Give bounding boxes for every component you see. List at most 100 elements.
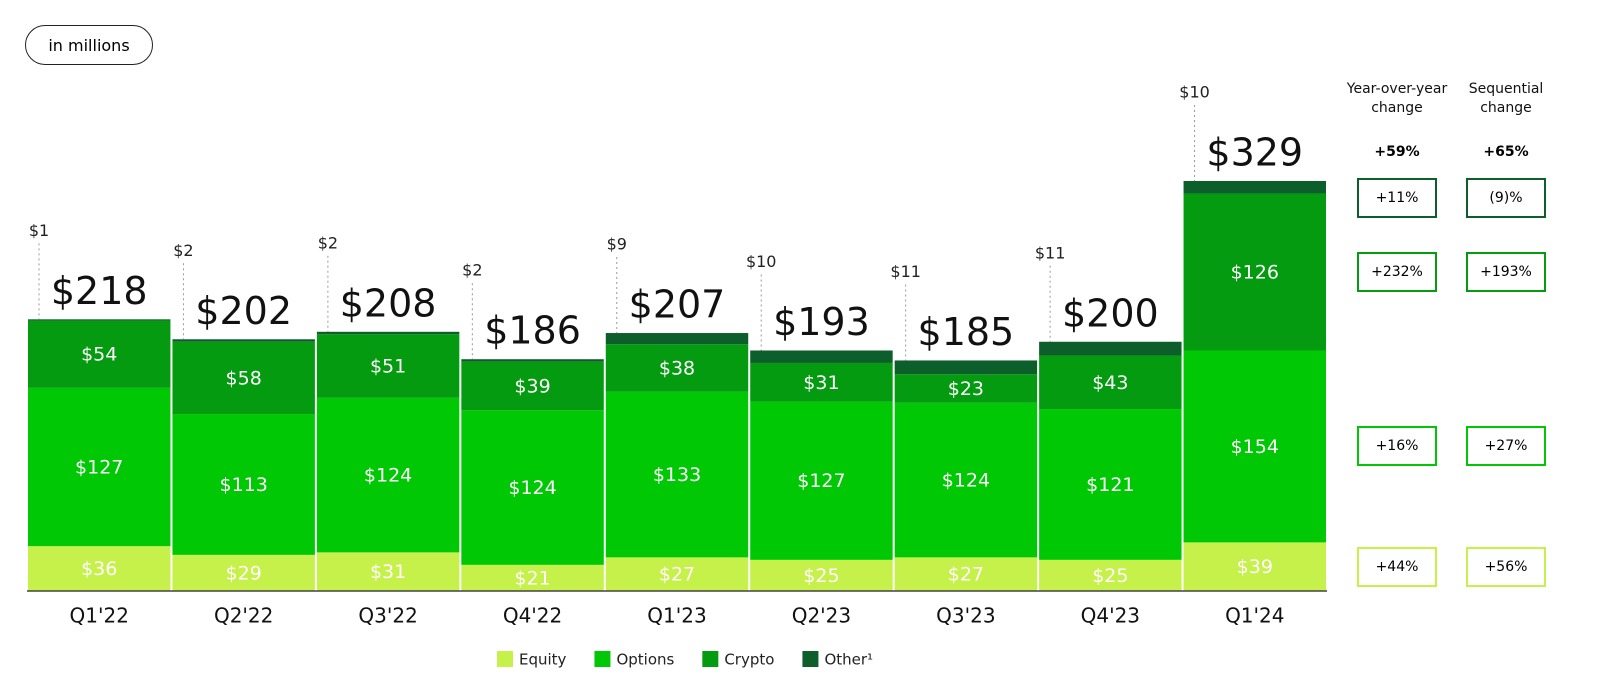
value-label: $23 (948, 378, 984, 400)
total-label: $193 (773, 300, 870, 344)
bar-segment (1183, 181, 1326, 194)
x-tick-label: Q1'24 (1225, 604, 1284, 628)
total-label: $202 (195, 289, 292, 333)
value-label: $121 (1086, 474, 1134, 496)
legend-label: Equity (519, 651, 567, 669)
change-box: +232% (1357, 251, 1437, 292)
bar-segment (1039, 409, 1182, 560)
value-label: $124 (508, 477, 556, 499)
change-header: Sequential change (1468, 81, 1544, 116)
x-tick-label: Q4'22 (503, 604, 562, 628)
value-label: $27 (948, 564, 984, 586)
legend-swatch (497, 651, 513, 667)
value-label: $39 (1237, 556, 1273, 578)
total-label: $207 (629, 283, 726, 327)
value-label: $25 (1092, 565, 1128, 587)
value-label: $127 (75, 457, 123, 479)
legend-label: Other¹ (824, 651, 873, 669)
bar-segment (172, 339, 315, 342)
bar-segment (1039, 341, 1182, 356)
total-label: $329 (1206, 131, 1303, 175)
change-box: +11% (1357, 178, 1437, 218)
bar-segment (894, 374, 1038, 403)
value-label: $54 (81, 344, 117, 366)
legend-label: Crypto (724, 651, 774, 669)
bar-segment (316, 397, 460, 553)
total-change: +59% (1374, 144, 1420, 160)
bar-segment (750, 401, 893, 560)
change-box: +56% (1466, 546, 1546, 587)
bar-segment (605, 333, 749, 345)
total-label: $218 (51, 269, 148, 313)
bar-segment (1183, 542, 1326, 591)
bar-segment (28, 387, 171, 547)
bar-segment (894, 402, 1038, 558)
value-label: $124 (364, 465, 412, 487)
x-tick-label: Q4'23 (1081, 604, 1140, 628)
change-box: +16% (1357, 426, 1437, 467)
change-box: (9)% (1466, 178, 1546, 218)
bar-segment (28, 319, 171, 321)
bar-segment (172, 554, 315, 591)
total-change: +65% (1483, 144, 1529, 160)
legend-swatch (802, 651, 819, 667)
value-label: $31 (803, 372, 839, 394)
value-label: $29 (226, 562, 262, 584)
bar-segment (605, 391, 749, 558)
x-tick-label: Q2'22 (214, 604, 273, 628)
bar-segment (605, 344, 749, 392)
bar-segment (1183, 193, 1326, 351)
bar-segment (461, 410, 604, 565)
value-label: $126 (1231, 261, 1279, 283)
total-label: $186 (484, 309, 581, 353)
bar-segment (605, 557, 749, 591)
value-label: $10 (1179, 83, 1210, 102)
bar-segment (1039, 355, 1182, 410)
value-label: $133 (653, 464, 701, 486)
value-label: $43 (1092, 372, 1128, 394)
total-label: $200 (1062, 291, 1159, 335)
x-tick-label: Q3'22 (358, 604, 417, 628)
legend-swatch (702, 651, 719, 667)
bar-segment (461, 361, 604, 411)
bar-segment (1039, 559, 1182, 591)
legend-label: Options (616, 651, 674, 669)
x-tick-label: Q2'23 (792, 604, 851, 628)
value-label: $2 (462, 261, 482, 280)
bar-segment (461, 359, 604, 362)
bar-segment (461, 564, 604, 591)
value-label: $38 (659, 357, 695, 379)
change-box: +27% (1466, 426, 1546, 467)
unit-note: in millions (25, 25, 153, 65)
bar-segment (28, 546, 171, 591)
value-label: $1 (29, 221, 49, 240)
value-label: $25 (803, 565, 839, 587)
value-label: $2 (173, 241, 193, 260)
value-label: $113 (219, 474, 267, 496)
value-label: $27 (659, 564, 695, 586)
bar-segment (894, 360, 1038, 375)
bar-segment (1183, 350, 1326, 543)
bar-segment (894, 557, 1038, 591)
legend-swatch (594, 651, 611, 667)
bar-segment (172, 341, 315, 415)
value-label: $124 (942, 470, 990, 492)
x-tick-label: Q3'23 (936, 604, 995, 628)
bar-segment (172, 414, 315, 555)
value-label: $21 (514, 567, 550, 589)
change-box: +44% (1357, 546, 1437, 587)
bar-segment (316, 331, 460, 335)
value-label: $11 (890, 262, 921, 281)
value-label: $2 (318, 233, 338, 252)
bar-segment (750, 559, 893, 591)
value-label: $51 (370, 356, 406, 378)
change-box: +193% (1466, 251, 1546, 292)
value-label: $58 (226, 367, 262, 389)
value-label: $31 (370, 561, 406, 583)
value-label: $10 (746, 252, 777, 271)
bar-segment (316, 334, 460, 398)
total-label: $208 (340, 281, 437, 325)
value-label: $154 (1231, 436, 1279, 458)
